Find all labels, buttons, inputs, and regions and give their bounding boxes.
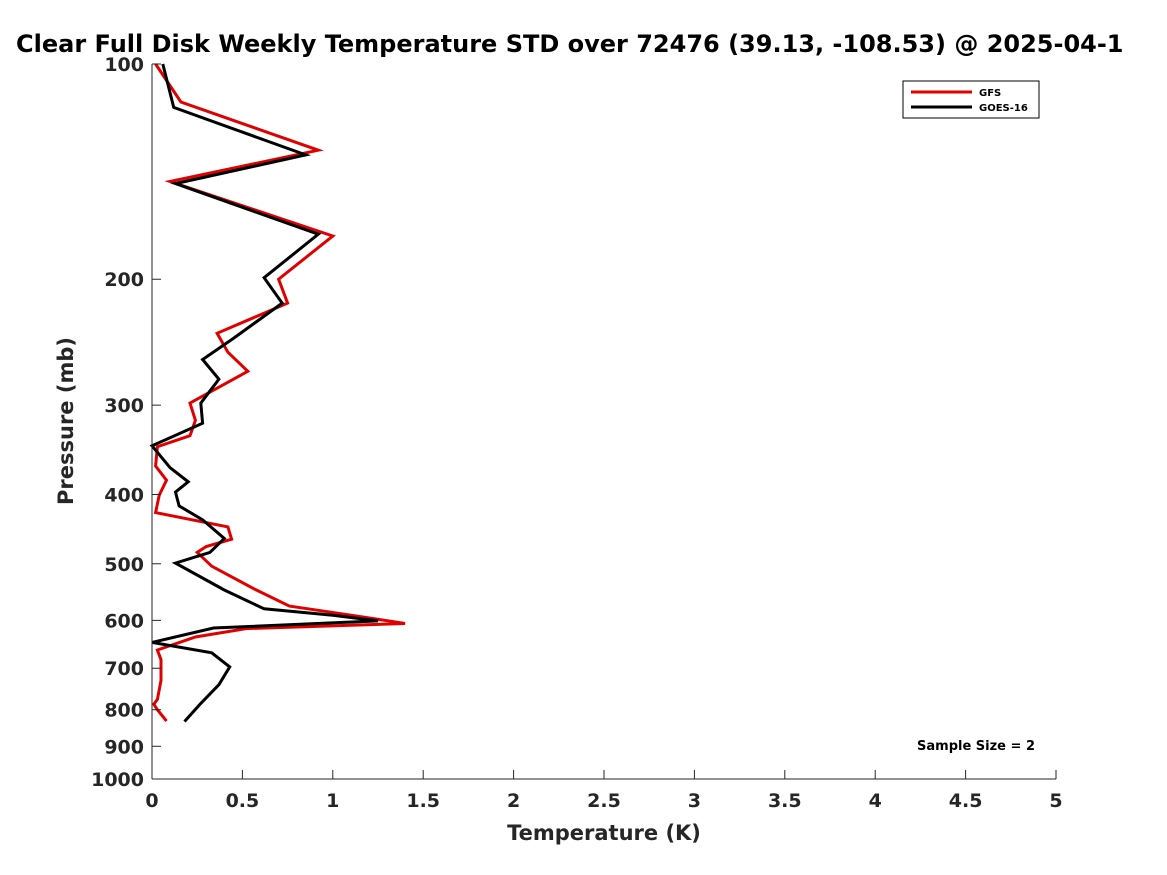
- y-tick-label: 900: [104, 736, 144, 758]
- y-tick-label: 700: [104, 658, 144, 680]
- y-tick-label: 800: [104, 700, 144, 722]
- y-tick-label: 400: [104, 484, 144, 506]
- y-tick-label: 300: [104, 395, 144, 417]
- sample-size-annotation: Sample Size = 2: [917, 739, 1035, 754]
- series-line-goes16: [149, 63, 379, 723]
- x-tick-label: 1.5: [406, 790, 440, 812]
- series-layer: [149, 63, 406, 723]
- x-tick-label: 2.5: [587, 790, 621, 812]
- x-tick-label: 0.5: [226, 790, 260, 812]
- series-line-gfs: [151, 63, 406, 723]
- x-axis-label: Temperature (K): [507, 821, 701, 845]
- x-tick-label: 0: [145, 790, 158, 812]
- y-axis-label: Pressure (mb): [54, 337, 78, 505]
- x-tick-label: 3: [688, 790, 701, 812]
- legend-label-gfs: GFS: [979, 88, 1001, 99]
- x-tick-label: 4: [869, 790, 882, 812]
- x-tick-label: 5: [1049, 790, 1062, 812]
- y-tick-label: 600: [104, 610, 144, 632]
- legend-label-goes16: GOES-16: [979, 103, 1028, 114]
- chart-title: Clear Full Disk Weekly Temperature STD o…: [16, 30, 1124, 58]
- y-tick-label: 1000: [91, 769, 144, 791]
- x-tick-label: 3.5: [768, 790, 802, 812]
- y-tick-label: 500: [104, 554, 144, 576]
- y-tick-label: 100: [104, 54, 144, 76]
- x-tick-label: 4.5: [949, 790, 983, 812]
- legend: GFS GOES-16: [902, 80, 1040, 119]
- legend-box: [902, 80, 1040, 119]
- x-ticks: 0 0.5 1 1.5 2 2.5 3 3.5 4 4.5 5: [145, 770, 1063, 812]
- y-tick-label: 200: [104, 269, 144, 291]
- x-tick-label: 2: [507, 790, 520, 812]
- x-tick-label: 1: [326, 790, 339, 812]
- y-ticks: 100 200 300 400 500 600 700 800 900 1000: [91, 54, 161, 791]
